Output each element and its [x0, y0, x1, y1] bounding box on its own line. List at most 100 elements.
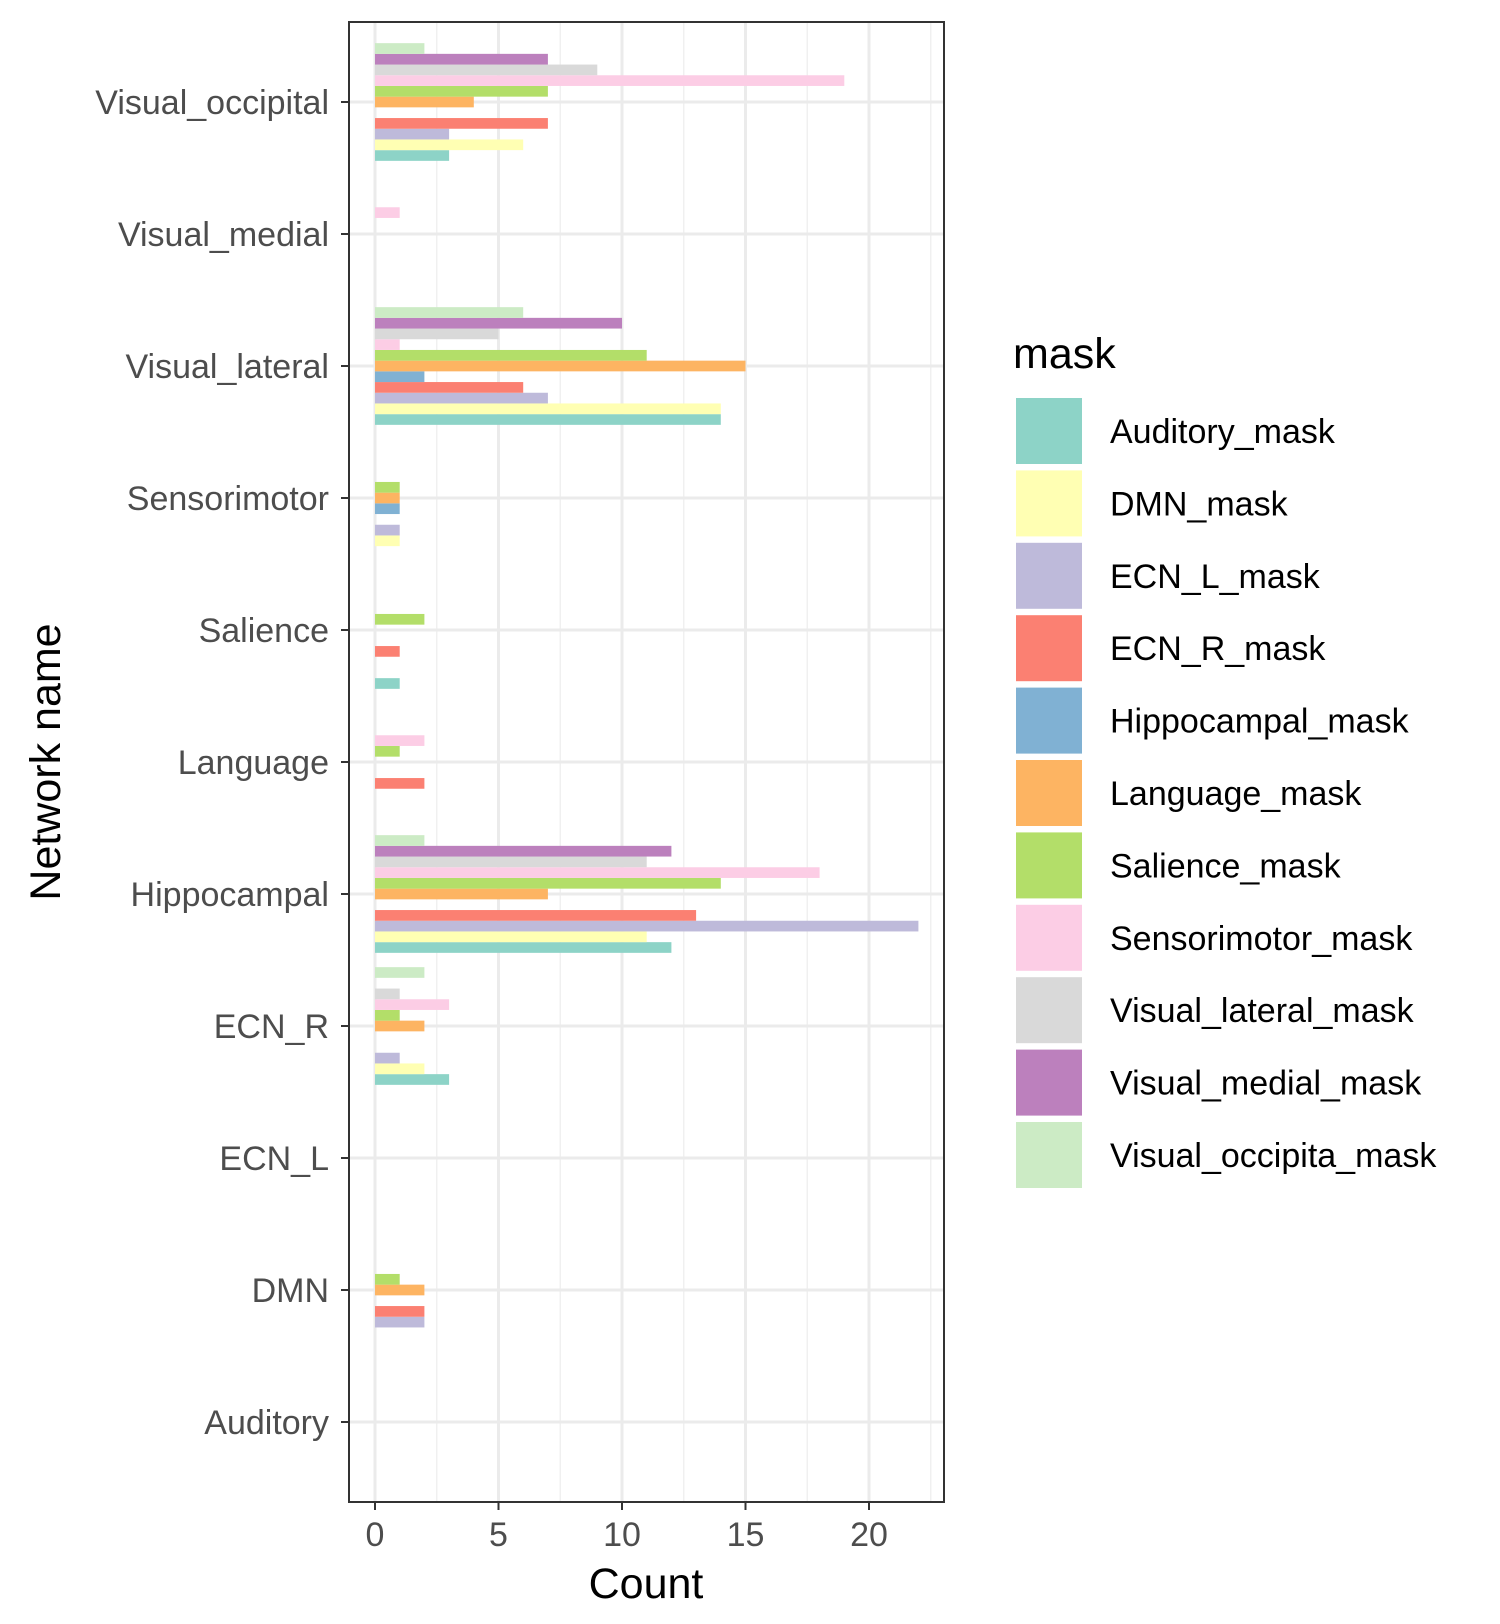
y-tick-label: ECN_L [219, 1140, 329, 1178]
bar-Hippocampal-ECN_R_mask [375, 910, 697, 921]
y-tick-label: Visual_medial [118, 216, 329, 254]
bar-Hippocampal-Visual_medial_mask [375, 845, 672, 857]
legend-key-Language_mask [1016, 760, 1082, 826]
x-axis-title: Count [589, 1560, 704, 1608]
legend-key-Visual_lateral_mask [1016, 977, 1082, 1044]
legend-key-Auditory_mask [1016, 398, 1082, 464]
y-tick-label: Salience [199, 612, 329, 650]
legend-key-Hippocampal_mask [1016, 687, 1082, 754]
legend-label-Language_mask: Language_mask [1110, 775, 1362, 813]
bar-Language-ECN_R_mask [375, 778, 425, 789]
legend-label-ECN_R_mask: ECN_R_mask [1110, 630, 1326, 668]
y-tick-label: ECN_R [214, 1008, 329, 1046]
legend-label-DMN_mask: DMN_mask [1110, 485, 1289, 523]
legend: Auditory_mask DMN_mask ECN_L_mask ECN_R_mas… [1016, 398, 1437, 1188]
bar-Visual_lateral-Language_mask [375, 360, 746, 372]
bar-Visual_lateral-Hippocampal_mask [375, 371, 425, 383]
bar-Hippocampal-ECN_L_mask [375, 920, 919, 932]
bar-DMN-Language_mask [375, 1284, 425, 1296]
legend-key-ECN_R_mask [1016, 615, 1082, 682]
legend-label-ECN_L_mask: ECN_L_mask [1110, 558, 1321, 596]
legend-key-ECN_L_mask [1016, 542, 1082, 609]
bar-ECN_R-Language_mask [375, 1020, 425, 1032]
bar-ECN_R-ECN_L_mask [375, 1052, 400, 1064]
legend-label-Visual_lateral_mask: Visual_lateral_mask [1110, 992, 1415, 1030]
legend-key-DMN_mask [1016, 470, 1082, 537]
bar-Salience-Salience_mask [375, 613, 425, 625]
bar-Visual_lateral-Visual_occipita_mask [375, 307, 524, 318]
bar-Sensorimotor-Hippocampal_mask [375, 503, 400, 515]
bar-Sensorimotor-Language_mask [375, 492, 400, 504]
bar-ECN_R-Visual_lateral_mask [375, 988, 400, 1000]
bar-Visual_lateral-Salience_mask [375, 349, 647, 361]
bar-Sensorimotor-DMN_mask [375, 535, 400, 547]
bar-Visual_lateral-ECN_R_mask [375, 382, 524, 393]
legend-key-Sensorimotor_mask [1016, 904, 1082, 971]
bar-ECN_R-Visual_occipita_mask [375, 967, 425, 978]
y-tick-label: Language [178, 744, 329, 782]
bar-Salience-ECN_R_mask [375, 646, 400, 657]
bar-Visual_occipital-Language_mask [375, 96, 474, 108]
bar-Hippocampal-Salience_mask [375, 877, 721, 889]
bar-Visual_occipital-Salience_mask [375, 85, 548, 97]
legend-key-Visual_medial_mask [1016, 1049, 1082, 1116]
legend-label-Sensorimotor_mask: Sensorimotor_mask [1110, 920, 1413, 958]
x-tick-label: 10 [603, 1516, 641, 1554]
bar-Language-Salience_mask [375, 745, 400, 757]
bar-Language-Sensorimotor_mask [375, 735, 425, 746]
y-tick-label: Visual_occipital [95, 84, 329, 122]
bar-Visual_occipital-ECN_L_mask [375, 128, 450, 140]
legend-key-Salience_mask [1016, 832, 1082, 899]
bar-Visual_occipital-ECN_R_mask [375, 118, 548, 129]
grid-lines [349, 22, 944, 1502]
bar-Visual_occipital-Visual_lateral_mask [375, 64, 598, 76]
bar-Visual_occipital-Visual_occipita_mask [375, 43, 425, 54]
x-tick-label: 20 [850, 1516, 888, 1554]
bar-Visual_lateral-Auditory_mask [375, 414, 721, 425]
y-tick-label: Hippocampal [131, 876, 329, 914]
legend-label-Auditory_mask: Auditory_mask [1110, 413, 1336, 451]
bar-Visual_occipital-Sensorimotor_mask [375, 75, 845, 86]
bar-DMN-ECN_R_mask [375, 1306, 425, 1317]
bar-DMN-ECN_L_mask [375, 1316, 425, 1328]
bar-ECN_R-DMN_mask [375, 1063, 425, 1075]
legend-label-Hippocampal_mask: Hippocampal_mask [1110, 703, 1410, 741]
legend-key-Visual_occipita_mask [1016, 1122, 1082, 1188]
legend-label-Salience_mask: Salience_mask [1110, 847, 1342, 885]
y-tick-label: DMN [252, 1272, 329, 1310]
bar-ECN_R-Auditory_mask [375, 1074, 450, 1085]
bar-ECN_R-Sensorimotor_mask [375, 999, 450, 1010]
y-tick-label: Auditory [204, 1404, 329, 1442]
bars [375, 43, 919, 1328]
bar-Salience-Auditory_mask [375, 678, 400, 689]
bar-Sensorimotor-ECN_L_mask [375, 524, 400, 536]
legend-label-Visual_occipita_mask: Visual_occipita_mask [1110, 1137, 1437, 1175]
x-tick-label: 15 [727, 1516, 765, 1554]
bar-Hippocampal-Auditory_mask [375, 942, 672, 953]
bar-Visual_lateral-ECN_L_mask [375, 392, 548, 404]
bar-Hippocampal-Visual_lateral_mask [375, 856, 647, 868]
bar-Visual_occipital-DMN_mask [375, 139, 524, 151]
axis-ticks: Auditory DMN ECN_L ECN_R Hippocampal Language… [95, 84, 888, 1554]
x-tick-label: 0 [366, 1516, 385, 1554]
bar-Visual_lateral-DMN_mask [375, 403, 721, 415]
y-tick-label: Sensorimotor [127, 480, 329, 518]
bar-Visual_lateral-Visual_medial_mask [375, 317, 622, 329]
bar-Visual_lateral-Sensorimotor_mask [375, 339, 400, 350]
bar-Hippocampal-Language_mask [375, 888, 548, 900]
y-axis-title: Network name [22, 623, 70, 900]
bar-Visual_medial-Sensorimotor_mask [375, 207, 400, 218]
bar-Visual_occipital-Auditory_mask [375, 150, 450, 161]
legend-label-Visual_medial_mask: Visual_medial_mask [1110, 1065, 1422, 1103]
legend-title: mask [1013, 330, 1116, 378]
y-tick-label: Visual_lateral [125, 348, 329, 386]
bar-DMN-Salience_mask [375, 1273, 400, 1285]
bar-Hippocampal-Visual_occipita_mask [375, 835, 425, 846]
bar-Visual_lateral-Visual_lateral_mask [375, 328, 499, 340]
bar-Sensorimotor-Salience_mask [375, 481, 400, 493]
bar-Hippocampal-Sensorimotor_mask [375, 867, 820, 878]
x-tick-label: 5 [489, 1516, 508, 1554]
bar-Visual_occipital-Visual_medial_mask [375, 53, 548, 65]
bar-ECN_R-Salience_mask [375, 1009, 400, 1021]
